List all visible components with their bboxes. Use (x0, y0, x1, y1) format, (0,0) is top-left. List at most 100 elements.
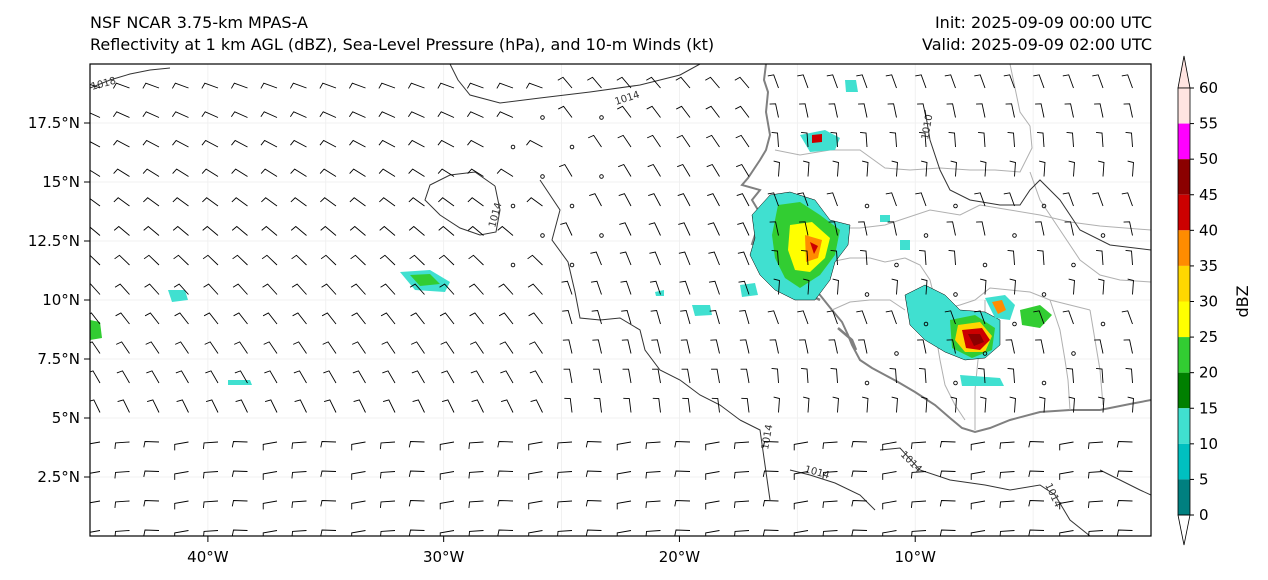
wind-barb (262, 471, 278, 480)
wind-calm-marker (1012, 233, 1017, 238)
wind-barb (822, 471, 838, 479)
wind-calm-marker (599, 174, 604, 179)
wind-barb (889, 131, 897, 148)
wind-barb (621, 310, 632, 325)
wind-calm-marker (953, 292, 958, 297)
wind-barb (705, 76, 720, 89)
wind-barb (887, 221, 897, 236)
wind-barb (1009, 160, 1016, 177)
wind-barb (679, 280, 691, 295)
wind-barb (1039, 396, 1046, 413)
wind-barb (592, 339, 602, 354)
colorbar-segment (1178, 443, 1190, 480)
wind-barb (407, 111, 425, 118)
wind-barb (468, 441, 484, 449)
wind-barb (90, 112, 101, 118)
wind-barb (412, 399, 425, 413)
wind-barb (803, 396, 810, 413)
wind-barb (202, 500, 219, 508)
wind-barb (826, 192, 838, 207)
wind-barb (590, 280, 602, 295)
wind-barb (858, 103, 868, 118)
wind-barb (1116, 470, 1133, 477)
wind-barb (1123, 103, 1133, 118)
colorbar-tick-label: 35 (1199, 257, 1218, 275)
wind-barb (407, 82, 425, 89)
wind-barb (771, 249, 779, 266)
wind-barb (90, 441, 101, 445)
wind-barb (1005, 339, 1015, 354)
wind-barb (203, 283, 219, 295)
wind-barb (946, 103, 956, 118)
wind-barb (681, 368, 691, 384)
wind-barb (496, 111, 514, 118)
wind-barb (90, 198, 101, 207)
lat-tick-label: 2.5°N (37, 468, 80, 486)
wind-barb (1062, 74, 1074, 89)
reflectivity-cells (90, 80, 1052, 386)
wind-barb (711, 397, 720, 413)
wind-barb (1121, 310, 1133, 325)
wind-barb (939, 500, 956, 507)
wind-barb (232, 254, 248, 266)
isobars (90, 64, 1151, 536)
wind-barb (529, 370, 543, 384)
wind-barb (261, 254, 278, 266)
wind-barb (291, 471, 307, 479)
wind-barb (378, 111, 396, 118)
lat-tick-label: 17.5°N (28, 114, 80, 132)
wind-calm-marker (1012, 321, 1017, 327)
wind-barb (675, 76, 691, 89)
wind-barb (773, 160, 780, 177)
wind-calm-marker (599, 115, 604, 120)
wind-barb (739, 310, 750, 325)
wind-barb (172, 225, 189, 236)
wind-barb (528, 441, 543, 451)
wind-calm-marker (923, 321, 929, 327)
valid-time: Valid: 2025-09-09 02:00 UTC (921, 35, 1152, 54)
wind-barb (1009, 396, 1016, 413)
wind-barb (264, 399, 278, 413)
wind-barb (201, 139, 219, 148)
wind-barb (733, 441, 750, 449)
wind-barb (708, 251, 720, 266)
wind-barb (202, 225, 219, 236)
wind-barb (1125, 249, 1133, 266)
wind-barb (980, 396, 987, 413)
wind-barb (799, 339, 809, 354)
wind-barb (705, 471, 720, 480)
colorbar-segment (1178, 372, 1190, 409)
wind-barb (563, 368, 573, 384)
colorbar-segment (1178, 408, 1190, 444)
wind-barb (737, 251, 750, 266)
wind-barb (172, 139, 189, 148)
wind-barb (348, 111, 366, 118)
wind-calm-marker (894, 351, 899, 356)
wind-barb (803, 278, 810, 295)
wind-barb (1092, 74, 1104, 89)
colorbar-tick-label: 50 (1199, 150, 1218, 168)
wind-barb (585, 441, 602, 448)
wind-barb (90, 341, 101, 354)
wind-barb (114, 283, 130, 295)
wind-barb (290, 168, 307, 177)
wind-barb (1033, 310, 1045, 325)
wind-barb (320, 441, 337, 448)
wind-barb (379, 254, 396, 266)
wind-barb (439, 312, 455, 325)
wind-barb (290, 225, 307, 236)
wind-barb (528, 471, 543, 480)
wind-barb (351, 312, 366, 325)
wind-barb (1007, 249, 1015, 266)
wind-barb (557, 76, 573, 89)
wind-barb (974, 310, 986, 325)
wind-barb (974, 192, 986, 207)
wind-barb (891, 160, 898, 177)
wind-barb (468, 254, 484, 266)
wind-barb (887, 103, 897, 118)
wind-barb (646, 105, 661, 118)
wind-barb (90, 500, 101, 504)
wind-barb (797, 310, 809, 325)
colorbar-label: dBZ (1233, 285, 1252, 317)
wind-barb (976, 103, 986, 118)
